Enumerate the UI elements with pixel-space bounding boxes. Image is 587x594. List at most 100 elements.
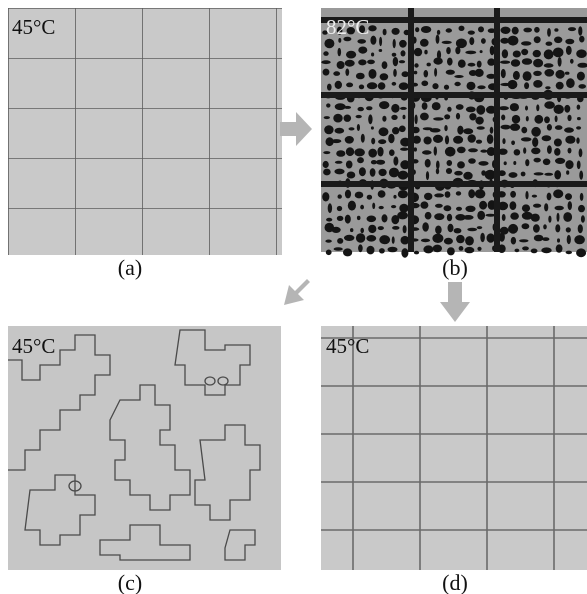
droplet	[399, 82, 409, 90]
droplet	[542, 135, 552, 141]
droplet	[563, 212, 572, 222]
droplet	[544, 203, 548, 211]
droplet	[531, 148, 540, 155]
droplet	[510, 201, 517, 210]
droplet	[477, 211, 485, 220]
droplet	[544, 49, 554, 59]
droplet	[577, 117, 581, 120]
droplet	[580, 193, 584, 201]
droplet	[368, 114, 372, 124]
temperature-label: 45°C	[326, 334, 369, 358]
droplet	[465, 206, 475, 212]
droplet	[344, 235, 354, 241]
droplet	[379, 127, 389, 136]
droplet	[490, 46, 495, 55]
droplet	[556, 82, 564, 90]
droplet	[360, 228, 364, 233]
droplet	[401, 236, 410, 245]
droplet	[421, 239, 430, 243]
droplet	[521, 137, 532, 141]
droplet	[358, 59, 366, 65]
droplet	[397, 211, 408, 219]
droplet	[578, 26, 582, 35]
panel-c: 45°C (c)	[8, 326, 281, 594]
droplet	[379, 169, 387, 176]
arrow-right	[280, 112, 312, 146]
droplet	[509, 172, 518, 178]
droplet	[392, 28, 400, 35]
droplet	[524, 82, 529, 89]
droplet	[463, 128, 473, 134]
droplet	[368, 25, 376, 31]
droplet	[436, 161, 440, 170]
droplet	[510, 124, 520, 131]
droplet	[356, 73, 365, 80]
droplet	[513, 161, 516, 165]
droplet	[324, 125, 333, 134]
droplet	[554, 148, 560, 156]
droplet	[510, 103, 519, 111]
droplet	[446, 70, 455, 75]
droplet	[581, 215, 585, 223]
droplet	[378, 139, 386, 144]
droplet	[399, 204, 408, 213]
droplet	[501, 27, 511, 34]
droplet	[334, 247, 343, 251]
droplet	[555, 70, 564, 79]
droplet	[510, 212, 519, 219]
droplet	[567, 115, 571, 121]
droplet	[481, 38, 486, 44]
droplet	[521, 41, 531, 45]
droplet	[557, 213, 560, 222]
arrow-down	[440, 282, 470, 322]
droplet	[399, 126, 406, 133]
droplet	[568, 148, 572, 154]
droplet	[371, 126, 374, 129]
droplet	[333, 114, 342, 123]
droplet	[346, 83, 353, 88]
droplet	[510, 191, 516, 198]
droplet	[445, 135, 449, 144]
droplet	[344, 106, 351, 109]
droplet	[392, 82, 397, 86]
droplet	[356, 233, 365, 242]
droplet	[456, 104, 464, 110]
droplet	[456, 191, 461, 195]
droplet	[367, 82, 378, 89]
droplet	[576, 137, 579, 143]
droplet	[564, 105, 570, 113]
droplet	[372, 203, 375, 209]
droplet	[367, 246, 375, 255]
droplet	[534, 235, 544, 242]
droplet	[544, 116, 550, 123]
droplet	[511, 237, 516, 245]
droplet	[525, 106, 528, 111]
droplet	[343, 248, 352, 256]
droplet	[434, 193, 444, 197]
droplet	[377, 147, 383, 157]
droplet	[534, 36, 541, 43]
temperature-label: 82°C	[326, 15, 369, 39]
droplet	[380, 73, 389, 80]
droplet	[399, 60, 405, 63]
droplet	[389, 168, 399, 178]
droplet	[579, 148, 583, 157]
droplet	[391, 115, 397, 120]
droplet	[468, 63, 476, 67]
droplet	[350, 228, 353, 232]
droplet	[425, 212, 432, 220]
droplet	[323, 51, 328, 56]
droplet	[555, 224, 560, 232]
figure: 45°C (a) 82°C (b) 45°C (c)	[0, 0, 587, 594]
droplet	[454, 75, 463, 78]
droplet	[331, 139, 341, 143]
droplet	[477, 226, 482, 229]
droplet	[554, 139, 562, 147]
droplet	[533, 204, 541, 208]
droplet	[533, 59, 543, 68]
droplet	[338, 194, 342, 198]
droplet	[323, 69, 330, 76]
droplet	[434, 68, 437, 77]
droplet	[579, 171, 583, 180]
droplet	[358, 47, 367, 54]
